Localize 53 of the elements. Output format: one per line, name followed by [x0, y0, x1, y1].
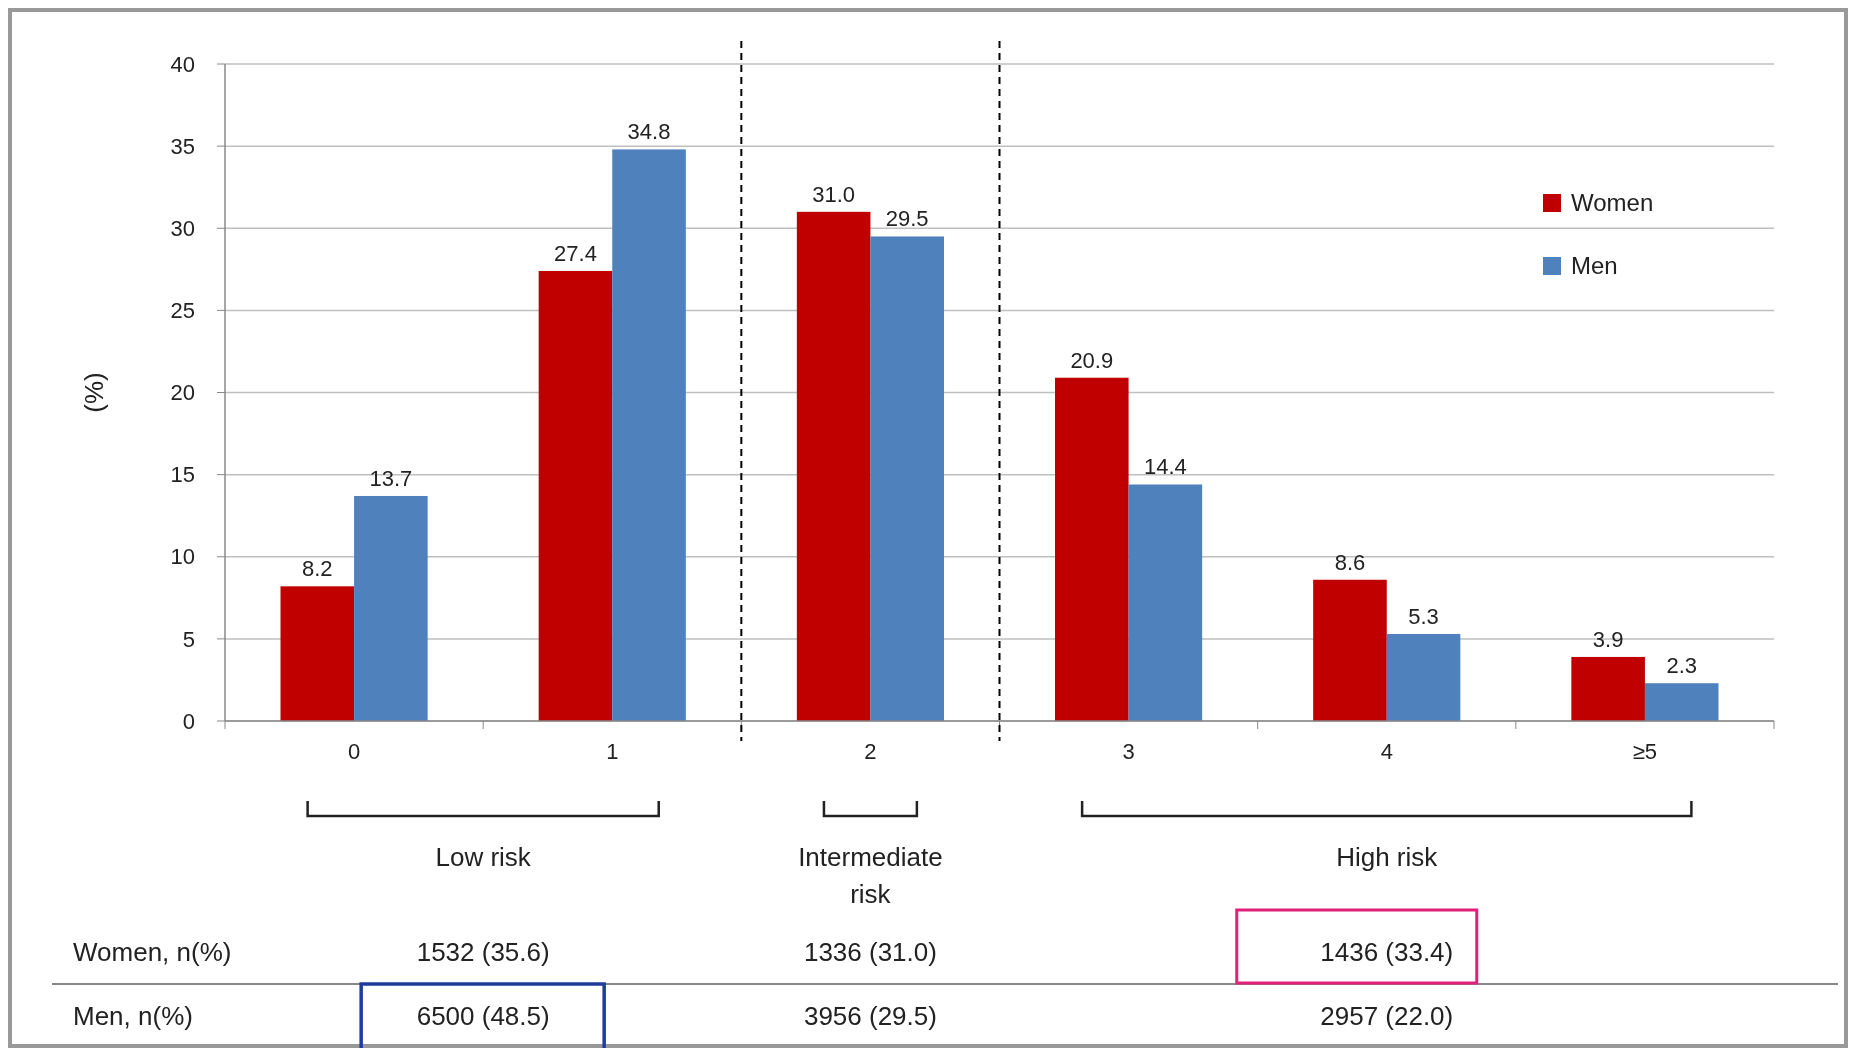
y-tick-label: 35	[170, 133, 195, 159]
bar	[538, 270, 613, 721]
legend-label: Women	[1571, 189, 1654, 217]
y-tick-label: 5	[182, 626, 195, 652]
data-label: 34.8	[627, 119, 671, 145]
bar	[1644, 683, 1719, 721]
bar	[870, 236, 944, 721]
text: 6500 (48.5)	[416, 1001, 550, 1032]
x-tick-label: 2	[864, 739, 877, 764]
data-label: 3.9	[1592, 626, 1624, 652]
data-label: 13.7	[369, 465, 413, 491]
bar	[1571, 656, 1645, 721]
data-label: 20.9	[1070, 347, 1114, 373]
x-tick-label: 0	[347, 739, 361, 764]
bar	[1313, 579, 1387, 721]
text: Intermediate risk	[798, 842, 943, 909]
y-tick-label: 30	[170, 215, 195, 241]
y-axis-title: (%)	[79, 372, 109, 413]
bar	[1055, 377, 1129, 721]
data-label: 8.2	[302, 556, 333, 582]
bar	[796, 211, 871, 721]
data-label: 2.3	[1666, 653, 1697, 679]
text: 2957 (22.0)	[1320, 1001, 1454, 1032]
bar	[354, 495, 428, 721]
bar	[612, 149, 686, 721]
bar	[1386, 633, 1461, 721]
x-tick-label: 3	[1122, 739, 1135, 764]
text: 1436 (33.4)	[1320, 937, 1454, 968]
y-tick-label: 40	[170, 51, 195, 77]
y-tick-label: 0	[182, 708, 195, 734]
text: Low risk	[435, 842, 532, 872]
bar	[280, 586, 355, 721]
text: Women, n(%)	[73, 937, 232, 968]
text: Men, n(%)	[73, 1001, 193, 1032]
text: 1336 (31.0)	[803, 937, 937, 968]
bar	[1128, 484, 1203, 721]
y-tick-label: 10	[170, 544, 195, 570]
x-tick-label: ≥5	[1632, 739, 1658, 764]
y-tick-label: 20	[170, 380, 195, 406]
data-label: 29.5	[885, 206, 929, 232]
data-label: 27.4	[554, 240, 597, 266]
x-tick-label: 4	[1380, 739, 1393, 764]
y-tick-label: 25	[170, 298, 195, 324]
text: 1532 (35.6)	[416, 937, 550, 968]
text: High risk	[1336, 842, 1439, 872]
legend-label: Men	[1571, 252, 1618, 280]
text: 3956 (29.5)	[803, 1001, 937, 1032]
data-label: 31.0	[812, 181, 856, 207]
data-label: 14.4	[1143, 454, 1187, 480]
data-label: 8.6	[1334, 549, 1366, 575]
x-tick-label: 1	[606, 739, 619, 764]
y-tick-label: 15	[170, 462, 195, 488]
data-label: 5.3	[1408, 603, 1439, 629]
